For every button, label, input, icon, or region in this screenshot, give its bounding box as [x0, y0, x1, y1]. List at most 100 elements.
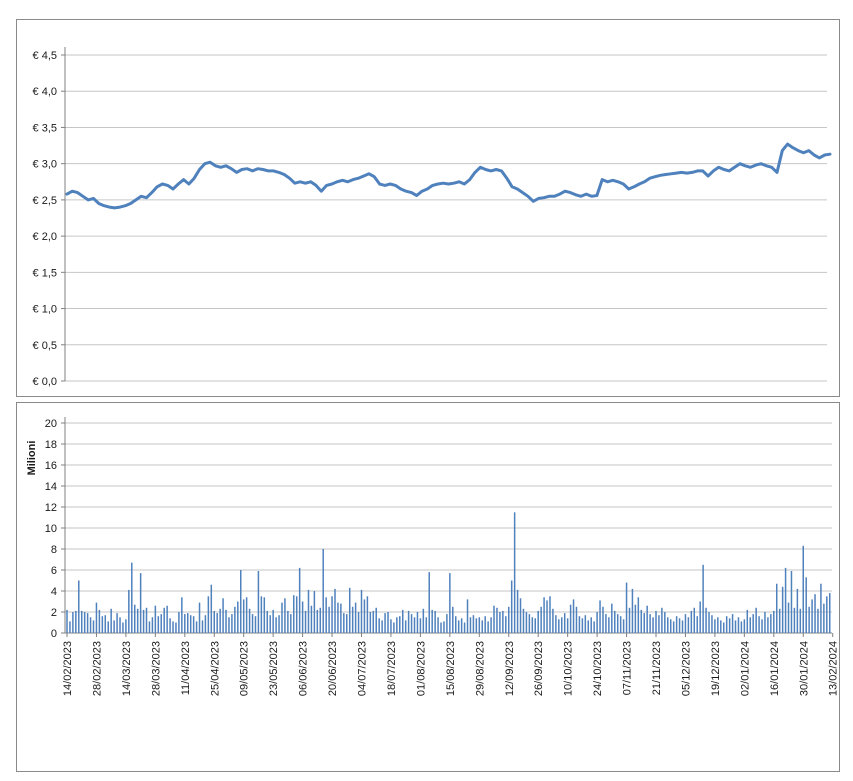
volume-bar [722, 622, 725, 633]
volume-bar [817, 608, 819, 633]
volume-bar [799, 608, 802, 633]
volume-bar [290, 614, 292, 633]
volume-bar [404, 620, 407, 633]
volume-bar [401, 609, 404, 633]
volume-bar [561, 617, 563, 634]
volume-bar [699, 601, 701, 633]
volume-bar [257, 571, 260, 633]
volume-bar [295, 596, 298, 634]
volume-bar [98, 609, 101, 633]
volume-bar [543, 597, 545, 633]
volume-bar [805, 577, 807, 633]
volume-bar [502, 610, 504, 633]
volume-y-tick-label: 6 [51, 565, 57, 577]
volume-bar [390, 619, 392, 633]
volume-unit-label: Milioni [26, 441, 38, 476]
volume-bar [572, 599, 575, 633]
volume-bar [66, 609, 68, 633]
volume-bar [413, 617, 416, 634]
price-line-chart: € 4,5 € 4,0 € 3,5 € 3,0 € 2,5 € 2,0 € 1,5 € 1,0… [33, 47, 832, 388]
volume-bar [702, 564, 704, 634]
volume-bar [172, 621, 174, 633]
volume-bar [122, 622, 124, 633]
volume-bar [381, 620, 383, 633]
volume-bar [195, 621, 198, 633]
volume-bar [593, 621, 595, 633]
volume-bar [475, 618, 478, 633]
volume-bar [160, 614, 162, 633]
volume-bar [487, 621, 489, 633]
volume-bar [304, 610, 307, 633]
price-y-tick-label: € 1,5 [33, 267, 57, 279]
volume-x-tick-label: 01/08/2023 [415, 641, 427, 696]
volume-bar [133, 604, 136, 634]
volume-bar [602, 606, 604, 634]
volume-x-tick-label: 30/01/2024 [798, 641, 810, 696]
volume-bar [399, 616, 401, 633]
volume-bar [549, 596, 551, 634]
volume-x-tick-label: 25/04/2023 [209, 641, 221, 696]
volume-bar [687, 617, 690, 634]
volume-bar [634, 604, 637, 634]
volume-bar [637, 597, 640, 633]
volume-bar [460, 618, 463, 633]
volume-y-tick-label: 16 [45, 460, 57, 472]
volume-x-tick-label: 29/08/2023 [474, 641, 486, 696]
volume-bar [151, 617, 154, 634]
volume-x-tick-label: 14/02/2023 [62, 641, 74, 696]
volume-bar [454, 616, 457, 633]
volume-x-tick-label: 04/07/2023 [357, 641, 369, 696]
volume-bar [664, 612, 666, 633]
volume-bar [746, 609, 749, 633]
volume-bar [513, 512, 516, 633]
volume-bar [263, 597, 266, 633]
volume-bar [216, 613, 218, 633]
volume-bar [434, 610, 436, 633]
volume-bar [725, 616, 728, 633]
volume-bar [675, 616, 678, 633]
volume-bar [678, 618, 681, 633]
price-y-tick-label: € 2,0 [33, 231, 57, 243]
volume-bar [228, 617, 230, 634]
volume-x-tick-label: 14/03/2023 [121, 641, 133, 696]
volume-bar [752, 614, 754, 633]
volume-bar [325, 597, 327, 633]
volume-bar [104, 615, 107, 633]
volume-bar [142, 609, 145, 633]
volume-bar [260, 596, 263, 634]
volume-bar [781, 586, 784, 633]
volume-bar [770, 614, 772, 633]
volume-bar [313, 591, 316, 633]
volume-bar [531, 617, 534, 634]
volume-bar [83, 612, 86, 633]
volume-x-tick-label: 18/07/2023 [386, 641, 398, 696]
volume-bar [490, 617, 492, 634]
volume-bar [463, 622, 466, 633]
volume-bar [187, 613, 189, 633]
volume-bar [672, 621, 675, 633]
volume-bar [360, 589, 363, 633]
volume-bar [731, 614, 734, 633]
volume-bar [540, 606, 542, 634]
volume-bar [207, 596, 210, 634]
volume-bar [298, 567, 301, 633]
volume-bar [761, 619, 763, 633]
volume-bar [481, 620, 483, 633]
volume-bar [499, 612, 501, 633]
volume-bar [493, 605, 495, 633]
volume-bar [655, 610, 657, 633]
volume-bar [234, 606, 236, 634]
volume-x-tick-label: 13/02/2024 [828, 641, 839, 696]
volume-bar [425, 617, 428, 634]
volume-bar [251, 614, 254, 633]
volume-bar [101, 616, 104, 633]
volume-bar [410, 614, 413, 633]
volume-bar [416, 612, 419, 633]
volume-bar [605, 614, 607, 633]
volume-bar [767, 617, 769, 634]
volume-bar [466, 599, 469, 633]
volume-bar [210, 584, 213, 633]
volume-bar [728, 618, 731, 633]
volume-bar [293, 595, 295, 633]
